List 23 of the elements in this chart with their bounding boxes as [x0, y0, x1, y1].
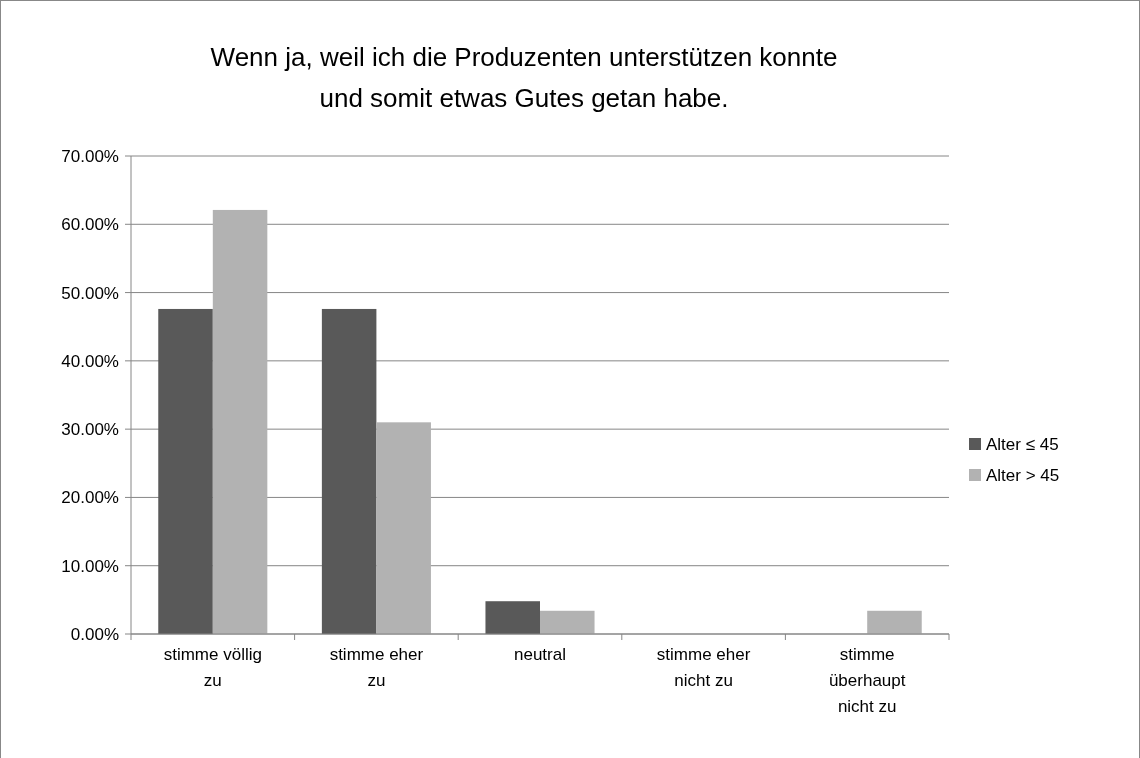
- bar: [485, 601, 540, 634]
- y-tick-label: 70.00%: [61, 146, 119, 166]
- x-tick-label: neutral: [514, 645, 566, 664]
- bar: [158, 308, 213, 634]
- x-tick-label: stimme eher nicht zu: [656, 645, 751, 690]
- x-tick-label: stimme völlig zu: [163, 645, 262, 690]
- bar: [867, 610, 922, 634]
- bar: [540, 610, 595, 634]
- bar: [212, 209, 268, 634]
- bar: [321, 308, 377, 634]
- y-tick-label: 50.00%: [61, 283, 119, 303]
- y-tick-label: 60.00%: [61, 215, 119, 235]
- y-tick-label: 10.00%: [61, 556, 119, 576]
- x-tick-label: stimme überhaupt nicht zu: [828, 645, 906, 716]
- legend-label: Alter ≤ 45: [986, 434, 1059, 454]
- chart-title: Wenn ja, weil ich die Produzenten unterstützen konnte und somit etwas Gutes getan habe.: [210, 42, 838, 113]
- y-tick-label: 30.00%: [61, 420, 119, 440]
- legend-label: Alter > 45: [986, 465, 1060, 485]
- y-tick-label: 20.00%: [61, 488, 119, 508]
- y-tick-label: 40.00%: [61, 351, 119, 371]
- bar: [376, 422, 431, 634]
- x-tick-label: stimme eher zu: [329, 645, 424, 690]
- y-tick-label: 0.00%: [70, 624, 119, 644]
